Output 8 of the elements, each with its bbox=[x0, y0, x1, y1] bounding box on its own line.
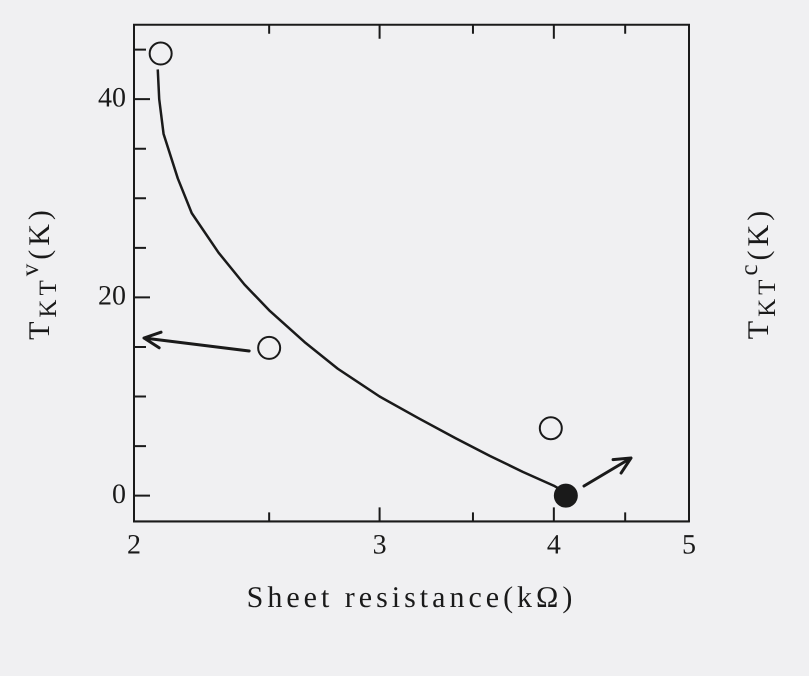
y-tick-label: 40 bbox=[98, 82, 126, 114]
x-tick-label: 2 bbox=[127, 530, 141, 561]
x-tick-label: 3 bbox=[372, 530, 387, 561]
y-tick-label: 20 bbox=[98, 280, 126, 312]
y-tick-label: 0 bbox=[112, 478, 126, 510]
x-tick-label: 5 bbox=[682, 530, 696, 561]
x-tick-label: 4 bbox=[546, 530, 561, 561]
x-axis-title: Sheet resistance(kΩ) bbox=[246, 581, 576, 616]
